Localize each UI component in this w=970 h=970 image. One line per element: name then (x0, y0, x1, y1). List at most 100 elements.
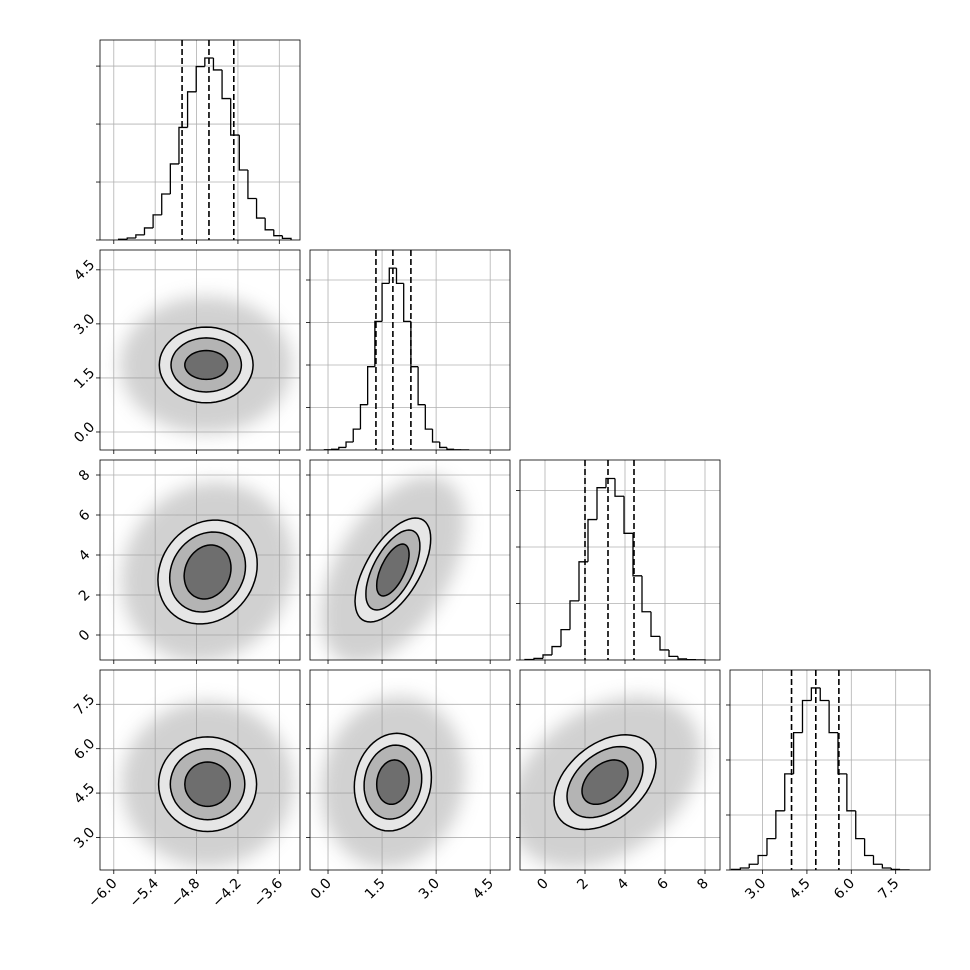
density-fill (184, 545, 231, 599)
density-fill (376, 759, 410, 805)
histogram-step (338, 446, 347, 450)
histogram-step (872, 855, 883, 865)
histogram-step (792, 731, 803, 774)
panel-frame (519, 459, 721, 661)
histogram-step (650, 611, 660, 638)
histogram-step (169, 163, 179, 194)
histogram-step (395, 268, 404, 285)
panel-frame (519, 669, 721, 871)
panel (96, 39, 301, 244)
histogram-step (186, 91, 197, 128)
histogram-step (424, 404, 433, 430)
histogram-step (126, 237, 136, 240)
histogram-step (431, 429, 440, 443)
histogram-step (374, 320, 383, 367)
panel-frame (309, 669, 511, 871)
histogram-step (417, 366, 426, 406)
histogram-step (135, 234, 145, 239)
panel: 3.0 4.5 6.0 7.5 (726, 669, 931, 903)
panel-frame (309, 249, 511, 451)
panel (306, 249, 511, 454)
histogram-step (819, 687, 830, 702)
histogram-step (855, 810, 865, 840)
contour-line (158, 326, 254, 404)
histogram-step (178, 126, 188, 164)
density-fill (184, 350, 228, 380)
histogram-step (345, 441, 354, 448)
panel-frame (99, 39, 301, 241)
density-fill (376, 544, 410, 596)
histogram-step (264, 218, 274, 231)
histogram-step (161, 193, 171, 215)
histogram-step (605, 477, 615, 488)
histogram-step (837, 732, 847, 775)
histogram-step (739, 867, 750, 870)
histogram-step (533, 657, 543, 660)
histogram-step (569, 600, 579, 630)
histogram-step (863, 838, 874, 857)
histogram-step (439, 442, 447, 449)
histogram-step (230, 98, 240, 136)
panel-frame (309, 459, 511, 661)
panel-content (100, 460, 300, 660)
contour-line (375, 759, 410, 806)
histogram-step (632, 533, 642, 577)
contour-line (363, 744, 423, 820)
histogram-step (367, 366, 375, 405)
panel-frame (99, 249, 301, 451)
histogram-step (212, 57, 223, 71)
panel-content (520, 670, 720, 870)
panel-content (310, 460, 510, 660)
histogram-step (195, 65, 205, 92)
contour-line (353, 732, 433, 832)
histogram-step (587, 518, 597, 562)
contour-line (184, 349, 229, 381)
histogram-step (238, 135, 248, 171)
contour-line (169, 747, 246, 821)
histogram-step (801, 699, 812, 733)
panel-content (730, 670, 930, 870)
histogram-step (273, 229, 283, 237)
histogram-step (143, 227, 154, 235)
histogram-step (247, 169, 257, 200)
panel-content (100, 40, 300, 240)
histogram-step (352, 428, 361, 443)
histogram-step (281, 235, 292, 240)
histogram-step (890, 868, 901, 870)
contour-line (566, 745, 644, 819)
panel-frame (99, 669, 301, 871)
histogram-step (668, 649, 678, 658)
histogram-step (596, 487, 606, 520)
histogram-step (766, 837, 776, 856)
histogram-step (775, 810, 785, 839)
histogram-step (204, 57, 214, 67)
histogram-step (152, 214, 162, 228)
histogram-step (446, 447, 455, 450)
contour-line (183, 544, 232, 600)
histogram-step (757, 854, 767, 865)
histogram-step (623, 496, 633, 534)
histogram-step (560, 628, 570, 647)
contour-line (553, 734, 657, 831)
histogram-step (403, 283, 411, 323)
histogram-step (551, 645, 561, 655)
contour-line (365, 529, 421, 611)
contour-line (168, 531, 247, 613)
histogram-step (748, 863, 759, 869)
panel-content (310, 670, 510, 870)
contour-line (354, 517, 432, 623)
panel-content (100, 670, 300, 870)
histogram-step (542, 654, 552, 659)
panel-frame (729, 669, 931, 871)
panel-content (100, 250, 300, 450)
panel (516, 459, 721, 664)
density-fill (582, 759, 628, 805)
histogram-step (659, 636, 669, 651)
histogram-step (641, 575, 651, 613)
contour-line (375, 543, 410, 597)
histogram-step (221, 69, 231, 100)
contour-line (157, 519, 258, 625)
histogram-step (828, 700, 838, 734)
